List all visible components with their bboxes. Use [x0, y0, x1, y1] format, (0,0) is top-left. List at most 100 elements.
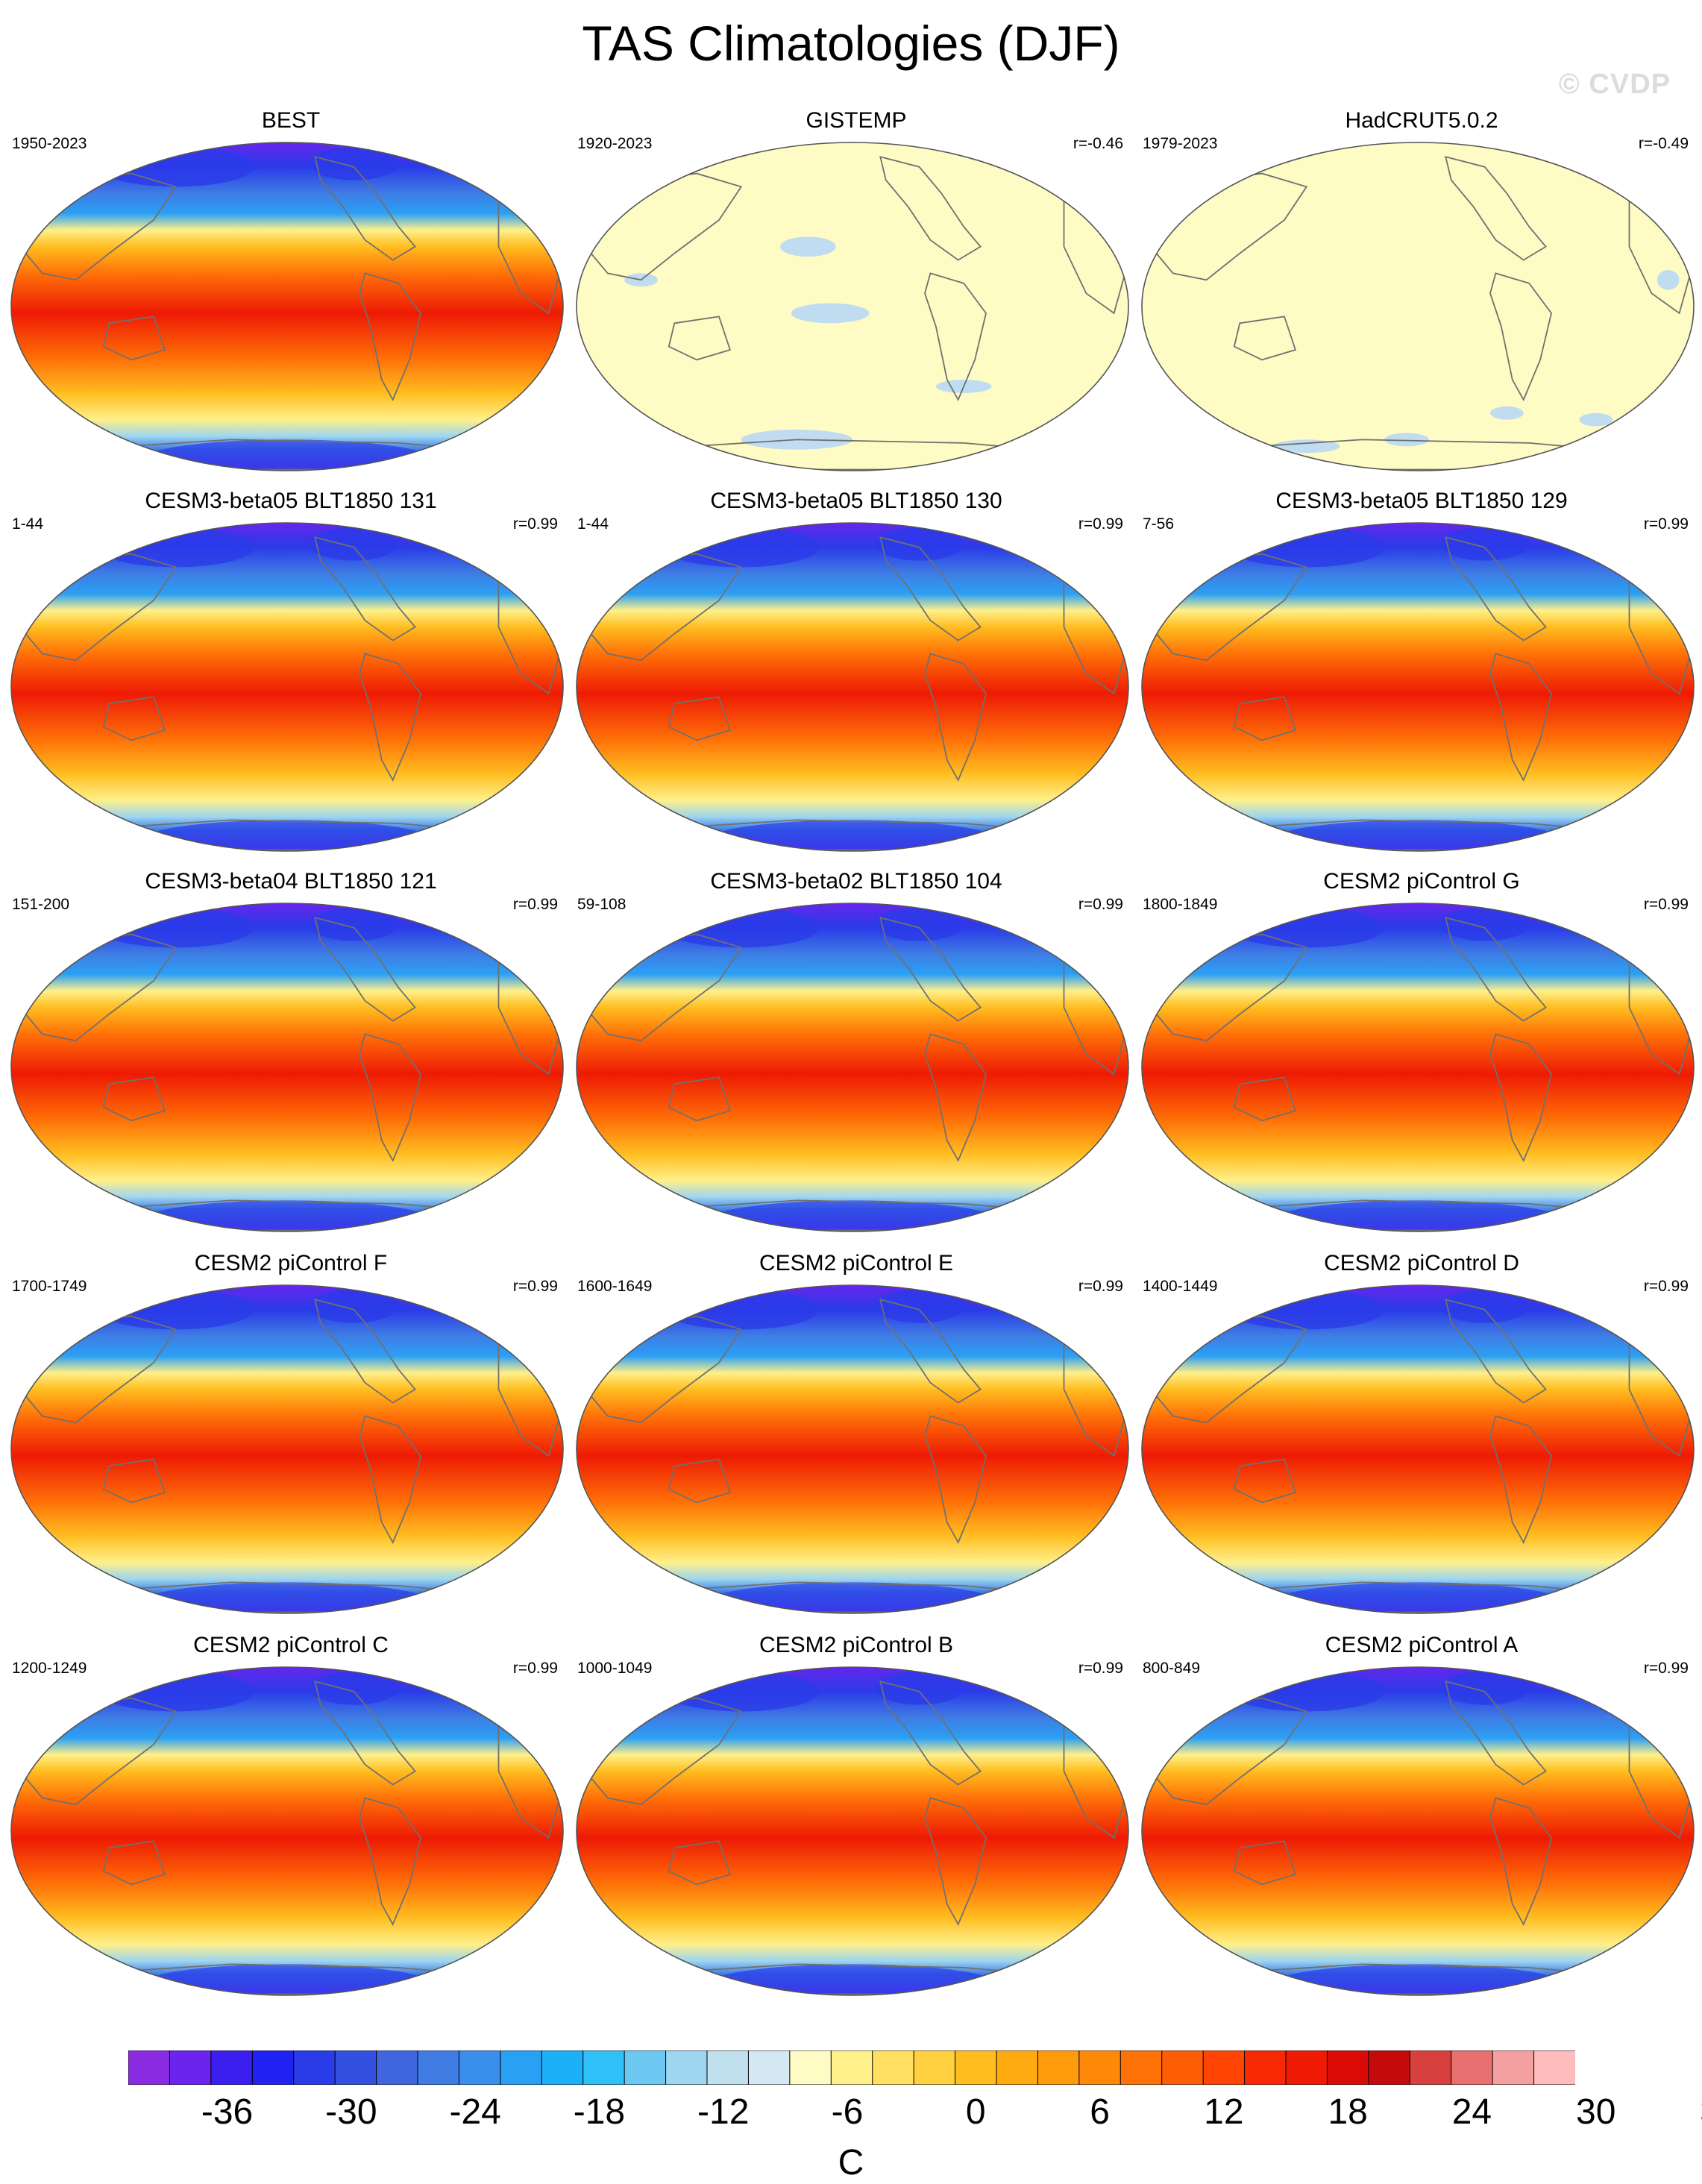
panel-title: CESM2 piControl D — [1324, 1251, 1519, 1275]
coastline — [879, 917, 982, 1022]
map-panel: CESM3-beta05 BLT1850 129 7-56 r=0.99 — [1140, 489, 1702, 855]
coastline — [1445, 917, 1547, 1022]
colorbar-label: -12 — [697, 2092, 750, 2132]
panel-title: BEST — [261, 108, 321, 133]
coastline — [1233, 1076, 1297, 1122]
map-plot — [1141, 142, 1695, 471]
panel-correlation: r=0.99 — [1643, 1660, 1689, 1677]
colorbar-swatch — [541, 2050, 584, 2085]
map-plot — [1141, 522, 1695, 852]
colorbar-swatch — [1492, 2050, 1535, 2085]
map-panel: CESM2 piControl D 1400-1449 r=0.99 — [1140, 1251, 1702, 1617]
coastline — [668, 696, 732, 741]
map-plot — [1141, 1666, 1695, 1996]
colorbar-swatch — [996, 2050, 1039, 2085]
panel-years: 151-200 — [12, 896, 70, 913]
map-panel: GISTEMP 1920-2023 r=-0.46 — [574, 108, 1138, 474]
coastline — [359, 1797, 421, 1926]
coastline — [879, 536, 982, 641]
coastline — [879, 1681, 982, 1786]
panel-years: 1950-2023 — [12, 135, 87, 152]
colorbar-swatch — [747, 2050, 791, 2085]
colorbar-swatch — [500, 2050, 543, 2085]
coastline — [1445, 1299, 1547, 1404]
colorbar-swatch — [1326, 2050, 1369, 2085]
panel-years: 1400-1449 — [1143, 1278, 1218, 1295]
coastline — [102, 696, 166, 741]
map-panel: BEST 1950-2023 — [9, 108, 573, 474]
coastline — [1489, 272, 1552, 401]
panel-years: 1000-1049 — [577, 1660, 653, 1677]
panel-title: CESM3-beta05 BLT1850 129 — [1275, 489, 1568, 513]
panel-correlation: r=0.99 — [1078, 1278, 1123, 1295]
map-plot — [576, 903, 1129, 1232]
coastline — [102, 1840, 166, 1886]
panel-title: CESM3-beta05 BLT1850 130 — [710, 489, 1002, 513]
colorbar-swatch — [293, 2050, 336, 2085]
colorbar-label: 24 — [1451, 2092, 1492, 2132]
coastline — [359, 653, 421, 782]
colorbar-label: -30 — [325, 2092, 377, 2132]
coastline — [314, 1681, 416, 1786]
coastline — [1233, 316, 1297, 361]
map-plot — [576, 522, 1129, 852]
watermark: © CVDP — [1558, 69, 1671, 100]
colorbar-label: 6 — [1090, 2092, 1110, 2132]
coastline — [314, 156, 416, 261]
panel-title: GISTEMP — [806, 108, 907, 133]
coastline — [668, 1076, 732, 1122]
colorbar-swatch — [1202, 2050, 1246, 2085]
map-panel: CESM2 piControl A 800-849 r=0.99 — [1140, 1633, 1702, 1999]
map-panel: CESM2 piControl E 1600-1649 r=0.99 — [574, 1251, 1138, 1617]
coastline — [924, 272, 987, 401]
colorbar-swatch — [706, 2050, 750, 2085]
coastline — [102, 1458, 166, 1504]
colorbar-unit: C — [838, 2143, 864, 2183]
colorbar-label: 18 — [1328, 2092, 1368, 2132]
colorbar-swatch — [1533, 2050, 1575, 2085]
colorbar-swatch — [210, 2050, 254, 2085]
colorbar-swatch — [1285, 2050, 1328, 2085]
panel-correlation: r=-0.46 — [1073, 135, 1123, 152]
colorbar-swatch — [1244, 2050, 1287, 2085]
colorbar-label: -6 — [831, 2092, 864, 2132]
colorbar-swatch — [376, 2050, 419, 2085]
coastline — [924, 1033, 987, 1162]
map-panel: CESM3-beta02 BLT1850 104 59-108 r=0.99 — [574, 869, 1138, 1235]
colorbar-swatch — [1451, 2050, 1494, 2085]
panel-correlation: r=0.99 — [1643, 1278, 1689, 1295]
colorbar-label: -36 — [201, 2092, 254, 2132]
coastline — [1489, 653, 1552, 782]
colorbar-label: 12 — [1204, 2092, 1244, 2132]
coastline — [102, 1076, 166, 1122]
coastline — [1445, 156, 1547, 261]
coastline — [1489, 1033, 1552, 1162]
panel-title: CESM2 piControl B — [759, 1633, 954, 1657]
colorbar-swatch — [1037, 2050, 1080, 2085]
coastline — [359, 1415, 421, 1544]
panel-years: 1979-2023 — [1143, 135, 1218, 152]
map-plot — [576, 1666, 1129, 1996]
coastline — [1489, 1415, 1552, 1544]
map-plot — [576, 1284, 1129, 1614]
coastline — [668, 316, 732, 361]
colorbar-swatch — [582, 2050, 626, 2085]
map-panel: CESM3-beta05 BLT1850 130 1-44 r=0.99 — [574, 489, 1138, 855]
colorbar-swatch — [251, 2050, 295, 2085]
colorbar-swatch — [169, 2050, 212, 2085]
panel-correlation: r=0.99 — [512, 896, 558, 913]
panel-title: CESM2 piControl G — [1323, 869, 1520, 894]
panel-years: 1-44 — [12, 515, 44, 533]
colorbar-swatch — [955, 2050, 997, 2085]
panel-years: 1-44 — [577, 515, 609, 533]
coastline — [668, 1458, 732, 1504]
panel-title: HadCRUT5.0.2 — [1345, 108, 1498, 133]
colorbar-swatch — [1078, 2050, 1122, 2085]
coastline — [1445, 1681, 1547, 1786]
panel-title: CESM2 piControl E — [759, 1251, 954, 1275]
panel-years: 1600-1649 — [577, 1278, 653, 1295]
panel-years: 7-56 — [1143, 515, 1175, 533]
coastline — [1489, 1797, 1552, 1926]
colorbar-swatch — [830, 2050, 873, 2085]
map-panel: CESM3-beta04 BLT1850 121 151-200 r=0.99 — [9, 869, 573, 1235]
